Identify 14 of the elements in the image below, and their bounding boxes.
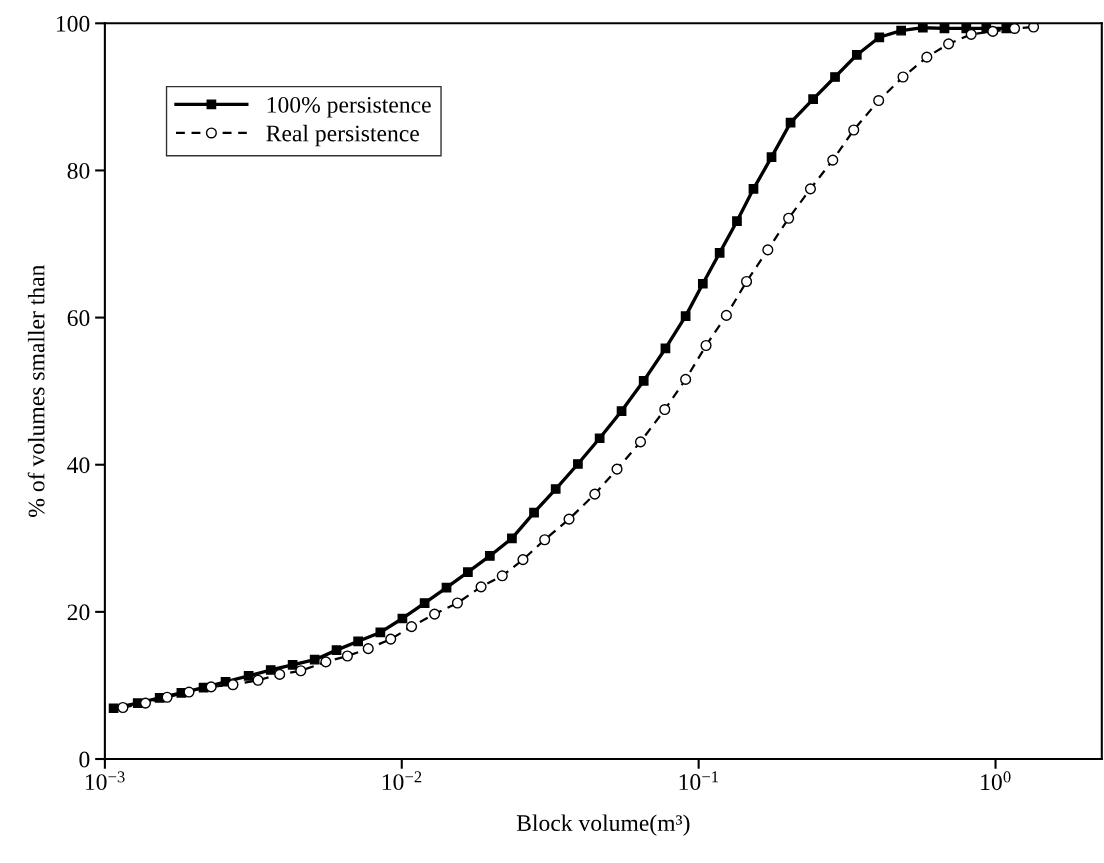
legend-label: Real persistence	[266, 124, 419, 147]
legend-label: 100% persistence	[267, 96, 431, 118]
y-tick-label: 40	[67, 457, 90, 474]
y-tick-label: 80	[67, 162, 90, 179]
x-axis-title: Block volume(m³)	[516, 814, 690, 836]
y-tick-label: 100	[56, 15, 90, 32]
x-tick-label: 10$^{−1}$	[679, 771, 719, 791]
y-tick-label: 20	[67, 604, 90, 621]
x-tick-label: 10$^{−3}$	[85, 771, 125, 791]
y-tick-label: 60	[67, 310, 90, 327]
x-tick-label: 10$^{0}$	[981, 771, 1011, 791]
x-tick-label: 10$^{−2}$	[382, 771, 422, 791]
y-axis-title: % of volumes smaller than	[27, 264, 45, 517]
y-tick-label: 0	[79, 751, 90, 768]
